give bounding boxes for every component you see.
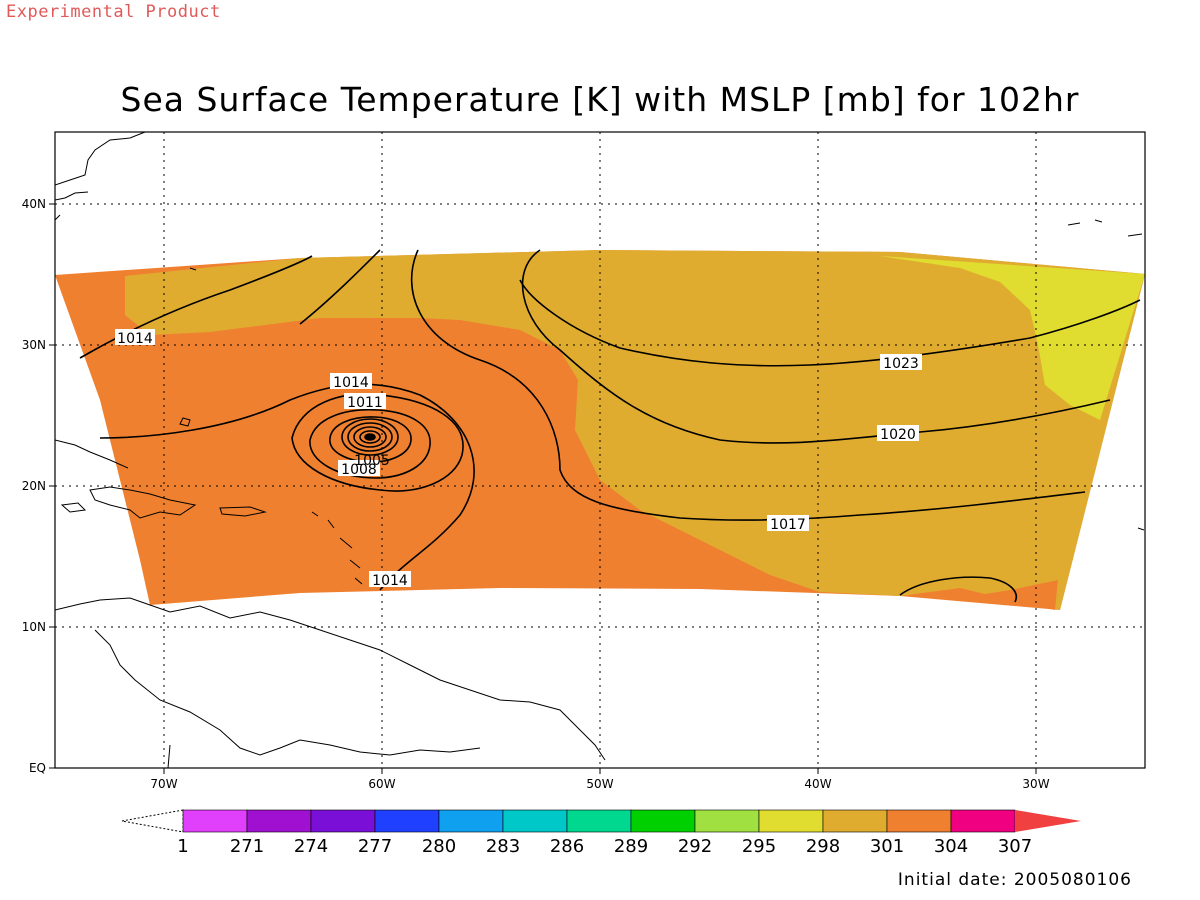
lat-lon-grid <box>55 132 1145 768</box>
colorbar-swatch <box>374 809 440 833</box>
coastlines <box>55 132 1145 768</box>
contour-label-text: 1014 <box>117 331 153 347</box>
isobar-central-wedge <box>410 249 1086 521</box>
coastline-jamaica <box>60 502 87 513</box>
y-axis-labels: EQ 10N 20N 30N 40N <box>22 197 46 775</box>
coastline-puerto-rico <box>219 506 267 517</box>
contour-label-text: 1008 <box>341 462 377 478</box>
y-tick-label: 40N <box>22 197 46 211</box>
mslp-contours <box>79 249 1141 603</box>
colorbar-tick-label: 304 <box>934 836 968 857</box>
colorbar-tick-label: 274 <box>294 836 328 857</box>
colorbar-tick-label: 277 <box>358 836 392 857</box>
colorbar-tick-label: 1 <box>177 836 188 857</box>
x-axis-labels: 70W 60W 50W 40W 30W <box>150 777 1049 791</box>
x-tick-label: 60W <box>368 777 395 791</box>
sst-field <box>55 250 1145 610</box>
contour-label-1014-west: 1014 <box>115 329 155 347</box>
sst-band-295-298 <box>880 256 1145 420</box>
colorbar-under-arrow <box>121 809 184 833</box>
experimental-product-watermark: Experimental Product <box>6 2 221 22</box>
y-tick-label: 30N <box>22 338 46 352</box>
colorbar-swatch <box>630 809 696 833</box>
colorbar-tick-label: 307 <box>998 836 1032 857</box>
sst-band-298-301 <box>125 250 1145 610</box>
contour-label-1005: 1005 <box>354 453 390 469</box>
x-tick-label: 50W <box>586 777 613 791</box>
colorbar-swatch <box>182 809 248 833</box>
colorbar-swatch <box>566 809 632 833</box>
colorbar-swatch <box>950 809 1016 833</box>
x-tick-label: 40W <box>804 777 831 791</box>
colorbar-swatch <box>246 809 312 833</box>
colorbar-swatch <box>822 809 888 833</box>
colorbar-swatch <box>502 809 568 833</box>
contour-label-text: 1005 <box>354 453 390 469</box>
sst-band-se-patch <box>960 580 1058 610</box>
colorbar-swatch <box>438 809 504 833</box>
colorbar-tick-label: 289 <box>614 836 648 857</box>
coastline-north-america <box>55 132 146 221</box>
contour-label-group: 1014 1014 1011 1008 1005 1014 1023 1020 <box>115 329 922 589</box>
y-tick-label: EQ <box>29 761 46 775</box>
isobar-1005 <box>329 416 412 463</box>
isobar-1014-west <box>79 255 313 359</box>
contour-label-1017: 1017 <box>767 515 809 533</box>
contour-label-1011: 1011 <box>344 393 386 411</box>
colorbar-tick-label: 292 <box>678 836 712 857</box>
contour-label-1020: 1020 <box>877 425 919 443</box>
colorbar-tick-label: 271 <box>230 836 264 857</box>
coastline-south-america <box>55 597 606 768</box>
colorbar-swatches <box>182 809 1081 833</box>
axis-ticks <box>49 203 1037 774</box>
contour-label-text: 1014 <box>372 573 408 589</box>
contour-label-text: 1023 <box>883 356 919 372</box>
chart-title: Sea Surface Temperature [K] with MSLP [m… <box>120 80 1080 119</box>
contour-label-1014-north: 1014 <box>330 373 372 391</box>
colorbar-swatch <box>694 809 760 833</box>
x-tick-label: 70W <box>150 777 177 791</box>
coastline-cuba <box>55 439 129 469</box>
contour-label-text: 1020 <box>880 427 916 443</box>
coastline-lesser-antilles <box>311 511 363 585</box>
isobar-1020 <box>521 249 1111 444</box>
colorbar-tick-label: 283 <box>486 836 520 857</box>
storm-center <box>341 418 399 456</box>
isobar-1023 <box>519 279 1141 367</box>
colorbar-tick-label: 286 <box>550 836 584 857</box>
colorbar: 1 271 274 277 280 283 286 289 292 295 298 301 304 307 <box>121 809 1081 857</box>
initial-date: Initial date: 2005080106 <box>897 870 1132 890</box>
colorbar-tick-label: 301 <box>870 836 904 857</box>
coastline-hispaniola <box>89 486 197 519</box>
contour-label-text: 1017 <box>770 517 806 533</box>
contour-label-text: 1014 <box>333 375 369 391</box>
colorbar-swatch <box>758 809 824 833</box>
isobar-se-low <box>899 576 1017 603</box>
contour-label-1023: 1023 <box>880 354 922 372</box>
contour-label-1008: 1008 <box>338 460 380 478</box>
colorbar-swatch <box>886 809 952 833</box>
isobar-1014-north <box>99 383 475 591</box>
colorbar-labels: 1 271 274 277 280 283 286 289 292 295 298 301 304 307 <box>177 836 1032 857</box>
colorbar-over-arrow <box>1015 810 1081 832</box>
x-tick-label: 30W <box>1022 777 1049 791</box>
y-tick-label: 20N <box>22 479 46 493</box>
colorbar-swatch <box>310 809 376 833</box>
contour-label-1014-south: 1014 <box>369 571 411 589</box>
colorbar-tick-label: 280 <box>422 836 456 857</box>
contour-label-text: 1011 <box>347 395 383 411</box>
y-tick-label: 10N <box>22 620 46 634</box>
colorbar-tick-label: 298 <box>806 836 840 857</box>
colorbar-tick-label: 295 <box>742 836 776 857</box>
coastline-atlantic-islands <box>179 219 1145 531</box>
